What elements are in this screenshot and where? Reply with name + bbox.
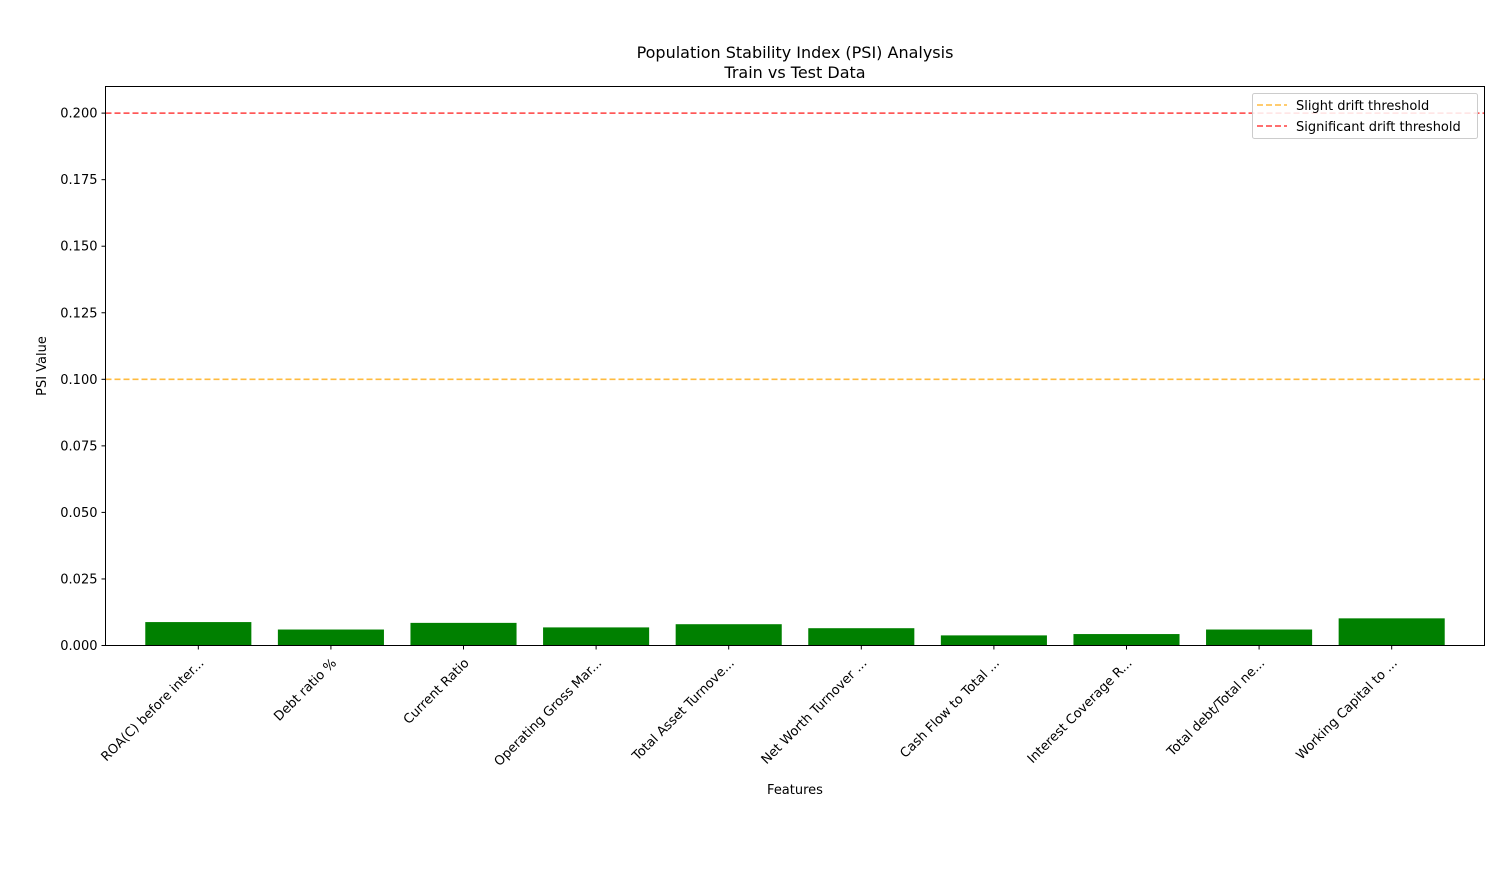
legend-frame	[1252, 93, 1478, 139]
y-tick-label-1: 0.025	[60, 572, 97, 587]
legend-label-slight: Slight drift threshold	[1296, 99, 1429, 114]
x-tick-label-9: Working Capital to ...	[1294, 656, 1401, 763]
chart-subtitle: Train vs Test Data	[723, 63, 865, 82]
x-tick-label-3: Operating Gross Mar...	[492, 656, 606, 770]
x-tick-label-6: Cash Flow to Total ...	[898, 656, 1003, 761]
bar-5	[808, 628, 915, 646]
bar-9	[1338, 618, 1445, 646]
y-tick-label-7: 0.175	[60, 173, 97, 188]
x-tick-label-5: Net Worth Turnover ...	[759, 656, 871, 768]
plot-area-frame	[105, 86, 1485, 646]
x-tick-label-4: Total Asset Turnove...	[629, 656, 738, 765]
x-tick-label-0: ROA(C) before inter...	[99, 656, 208, 765]
legend-label-significant: Significant drift threshold	[1296, 120, 1461, 135]
bar-4	[675, 624, 782, 646]
y-tick-label-2: 0.050	[60, 506, 97, 521]
y-tick-label-8: 0.200	[60, 107, 97, 122]
x-tick-label-8: Total debt/Total ne...	[1164, 656, 1268, 760]
bar-1	[277, 629, 384, 646]
threshold-lines	[105, 112, 1485, 381]
x-axis-label: Features	[767, 783, 823, 798]
chart-title: Population Stability Index (PSI) Analysi…	[637, 43, 954, 62]
x-tick-label-2: Current Ratio	[401, 656, 473, 728]
x-tick-label-1: Debt ratio %	[271, 656, 340, 725]
y-axis-label: PSI Value	[35, 336, 50, 396]
y-tick-label-6: 0.150	[60, 240, 97, 255]
bar-3	[543, 627, 650, 646]
bar-2	[410, 622, 517, 646]
bar-7	[1073, 634, 1180, 646]
bar-6	[940, 635, 1047, 646]
y-tick-label-3: 0.075	[60, 439, 97, 454]
legend: Slight drift threshold Significant drift…	[1252, 93, 1478, 139]
y-axis: 0.000 0.025 0.050 0.075 0.100 0.125 0.150 0.175…	[60, 107, 106, 654]
bar-0	[145, 622, 252, 646]
y-tick-label-5: 0.125	[60, 306, 97, 321]
bar-8	[1206, 629, 1313, 646]
y-tick-label-0: 0.000	[60, 639, 97, 654]
x-tick-label-7: Interest Coverage R...	[1025, 656, 1136, 767]
bars-group	[145, 618, 1445, 646]
y-tick-label-4: 0.100	[60, 373, 97, 388]
x-axis: ROA(C) before inter... Debt ratio % Curren…	[99, 645, 1401, 770]
